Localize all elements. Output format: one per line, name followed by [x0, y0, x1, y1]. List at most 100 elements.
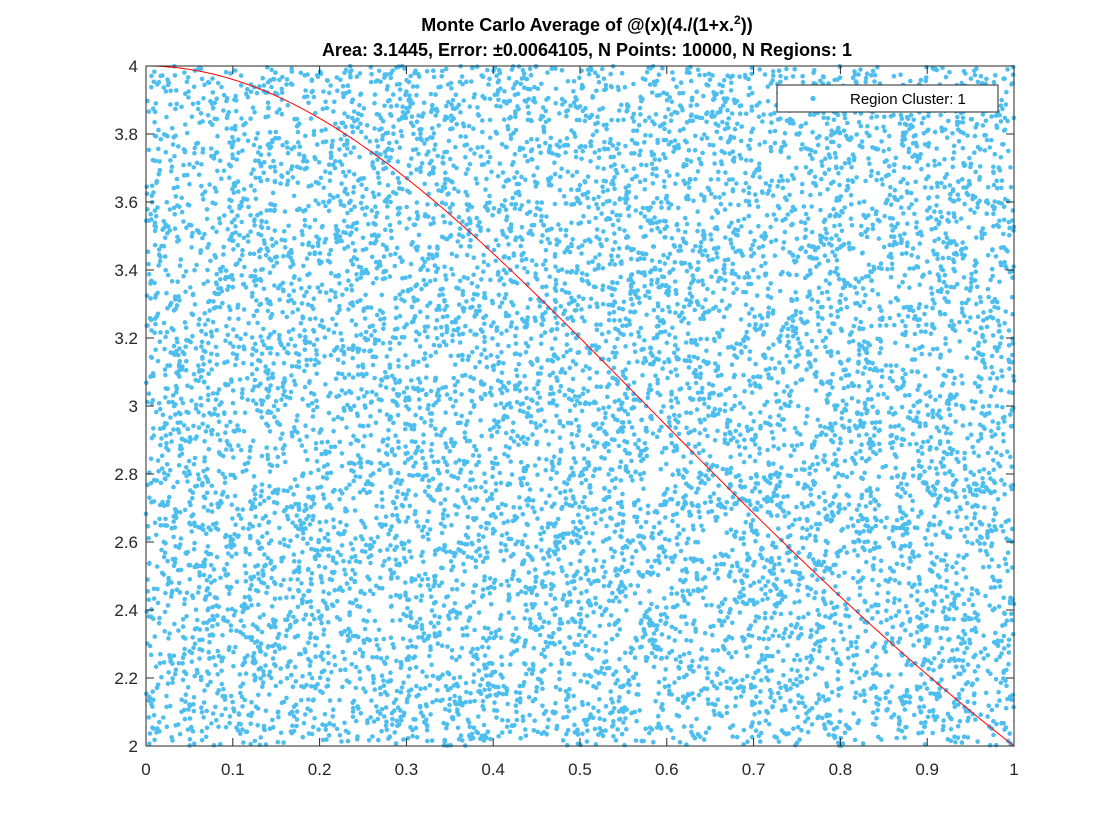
scatter-point	[477, 553, 483, 558]
scatter-point	[241, 307, 247, 312]
scatter-point	[668, 118, 674, 123]
scatter-point	[951, 700, 957, 705]
scatter-point	[728, 454, 733, 460]
scatter-point	[817, 191, 823, 197]
scatter-point	[283, 633, 289, 639]
scatter-point	[478, 395, 484, 400]
scatter-point	[886, 536, 892, 541]
scatter-point	[836, 237, 842, 242]
scatter-point	[968, 432, 974, 438]
scatter-point	[346, 89, 352, 94]
scatter-point	[932, 209, 937, 214]
scatter-point	[980, 332, 985, 338]
scatter-point	[867, 161, 872, 167]
scatter-point	[205, 544, 211, 549]
scatter-point	[620, 512, 626, 517]
scatter-point	[570, 173, 575, 178]
scatter-point	[995, 318, 1001, 324]
scatter-point	[480, 129, 485, 135]
scatter-point	[813, 388, 819, 393]
scatter-point	[442, 185, 448, 191]
scatter-point	[739, 124, 744, 129]
scatter-point	[860, 741, 866, 746]
scatter-point	[352, 579, 358, 585]
scatter-point	[384, 412, 390, 417]
scatter-point	[364, 390, 370, 395]
scatter-point	[320, 657, 326, 662]
scatter-point	[586, 629, 592, 635]
scatter-point	[938, 112, 943, 118]
scatter-point	[419, 416, 424, 421]
scatter-point	[799, 467, 805, 472]
scatter-point	[838, 440, 843, 446]
scatter-point	[558, 383, 564, 389]
scatter-point	[517, 380, 523, 386]
scatter-point	[881, 148, 886, 154]
scatter-point	[832, 451, 837, 457]
scatter-point	[791, 726, 796, 731]
scatter-point	[729, 344, 734, 350]
scatter-point	[249, 362, 255, 367]
scatter-point	[417, 344, 423, 349]
scatter-point	[227, 204, 232, 210]
scatter-point	[326, 733, 332, 738]
scatter-point	[419, 448, 425, 454]
scatter-point	[930, 730, 935, 736]
scatter-point	[868, 173, 874, 179]
scatter-point	[612, 399, 618, 404]
scatter-point	[989, 114, 994, 119]
scatter-point	[340, 83, 346, 89]
scatter-point	[722, 618, 727, 624]
scatter-point	[689, 485, 694, 491]
scatter-point	[976, 453, 981, 459]
scatter-point	[317, 289, 323, 295]
scatter-point	[363, 135, 369, 140]
scatter-point	[933, 592, 939, 597]
scatter-point	[953, 402, 959, 408]
scatter-point	[591, 609, 596, 615]
scatter-point	[576, 428, 582, 434]
scatter-point	[390, 716, 395, 722]
scatter-point	[278, 436, 283, 442]
scatter-point	[637, 179, 643, 185]
scatter-point	[696, 509, 702, 514]
scatter-point	[536, 456, 542, 462]
scatter-point	[638, 148, 643, 154]
scatter-point	[861, 339, 867, 344]
scatter-point	[235, 506, 240, 512]
scatter-point	[623, 200, 628, 206]
scatter-point	[687, 385, 692, 391]
scatter-point	[878, 346, 884, 351]
scatter-point	[225, 226, 230, 232]
scatter-point	[159, 453, 165, 459]
scatter-point	[324, 737, 329, 742]
scatter-point	[523, 590, 528, 596]
scatter-point	[440, 286, 445, 292]
scatter-point	[617, 684, 623, 689]
scatter-point	[930, 322, 935, 327]
scatter-point	[200, 421, 205, 427]
scatter-point	[515, 539, 520, 544]
scatter-point	[628, 309, 633, 315]
scatter-point	[863, 504, 869, 509]
scatter-point	[539, 365, 544, 371]
scatter-point	[961, 488, 967, 493]
scatter-point	[348, 441, 354, 447]
scatter-point	[327, 178, 333, 184]
scatter-point	[988, 428, 994, 434]
scatter-point	[570, 359, 576, 364]
scatter-point	[233, 98, 239, 103]
scatter-point	[270, 656, 276, 661]
scatter-point	[226, 304, 232, 310]
scatter-point	[788, 622, 794, 628]
scatter-point	[290, 594, 296, 600]
scatter-point	[621, 720, 626, 725]
scatter-point	[388, 104, 394, 109]
scatter-point	[827, 155, 833, 160]
scatter-point	[239, 116, 244, 121]
scatter-point	[706, 404, 711, 410]
scatter-point	[752, 619, 758, 624]
scatter-point	[620, 323, 625, 329]
scatter-point	[812, 68, 817, 73]
scatter-point	[792, 447, 797, 453]
